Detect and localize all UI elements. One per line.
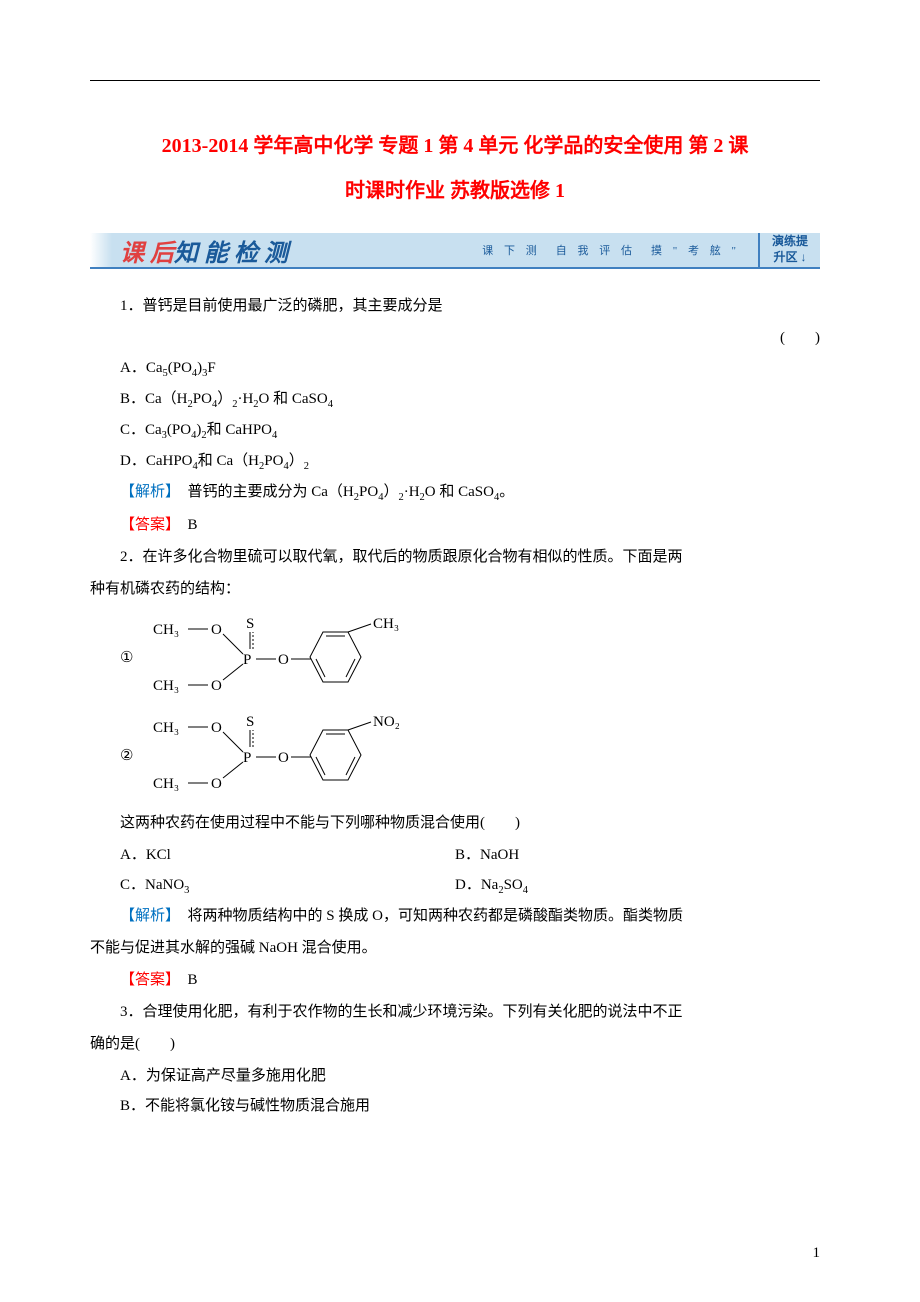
q2-optA: A．KCl: [90, 840, 455, 870]
q3-stem-line2: 确的是( ): [90, 1029, 820, 1059]
svg-text:CH₃: CH₃: [153, 622, 179, 638]
q2-optD: D．Na2SO4: [455, 870, 820, 901]
q1-answer: 【答案】 B: [90, 510, 820, 540]
banner-title-blue: 知 能 检 测: [174, 241, 288, 267]
q2-options-row1: A．KCl B．NaOH: [90, 840, 820, 870]
svg-text:CH₃: CH₃: [153, 776, 179, 792]
svg-text:O: O: [211, 720, 222, 736]
sub-title: 时课时作业 苏教版选修 1: [90, 174, 820, 203]
q3-stem-line1: 3．合理使用化肥，有利于农作物的生长和减少环境污染。下列有关化肥的说法中不正: [90, 997, 820, 1027]
banner-subtitle: 课 下 测 自 我 评 估 摸 " 考 舷 ": [482, 242, 740, 258]
svg-text:S: S: [246, 616, 254, 632]
banner-title: 课 后知 能 检 测: [90, 233, 288, 268]
svg-text:CH₃: CH₃: [153, 720, 179, 736]
chem-structure-1-svg: CH₃ O CH₃ O P S O CH₃: [153, 612, 433, 702]
banner-title-red: 课 后: [120, 241, 174, 267]
q1-optD: D．CaHPO4和 Ca（H2PO4）2: [90, 446, 820, 477]
svg-text:O: O: [211, 678, 222, 694]
svg-text:O: O: [211, 776, 222, 792]
page-number: 1: [813, 1245, 821, 1262]
circled-2: ②: [120, 746, 133, 765]
q2-options-row2: C．NaNO3 D．Na2SO4: [90, 870, 820, 901]
banner-right-line2: 升区 ↓: [773, 250, 806, 266]
banner-right-line1: 演练提: [772, 234, 808, 250]
analysis-label: 【解析】: [120, 908, 173, 924]
svg-text:P: P: [243, 652, 251, 668]
svg-text:O: O: [278, 652, 289, 668]
chem-structure-2-svg: CH₃ O CH₃ O P S O NO₂: [153, 710, 433, 800]
q2-optC: C．NaNO3: [90, 870, 455, 901]
svg-text:O: O: [278, 750, 289, 766]
q2-analysis: 【解析】 将两种物质结构中的 S 换成 O，可知两种农药都是磷酸酯类物质。酯类物…: [90, 901, 820, 931]
svg-text:CH₃: CH₃: [153, 678, 179, 694]
q2-answer-text: B: [173, 972, 198, 988]
page-container: 2013-2014 学年高中化学 专题 1 第 4 单元 化学品的安全使用 第 …: [0, 0, 920, 1302]
banner-main: 课 后知 能 检 测 课 下 测 自 我 评 估 摸 " 考 舷 ": [90, 233, 820, 269]
answer-label: 【答案】: [120, 517, 173, 533]
q2-structure-2: ② CH₃ O CH₃ O P S O NO₂: [120, 710, 820, 800]
q1-paren: ( ): [90, 323, 820, 353]
q1-analysis: 【解析】 普钙的主要成分为 Ca（H2PO4）2·H2O 和 CaSO4。: [90, 477, 820, 508]
circled-1: ①: [120, 648, 133, 667]
q2-stem-line2: 种有机磷农药的结构：: [90, 574, 820, 604]
q1-optB: B．Ca（H2PO4）2·H2O 和 CaSO4: [90, 384, 820, 415]
svg-text:NO₂: NO₂: [373, 714, 400, 730]
q3-optA: A．为保证高产尽量多施用化肥: [90, 1061, 820, 1091]
q2-answer: 【答案】 B: [90, 965, 820, 995]
svg-text:P: P: [243, 750, 251, 766]
q1-optA: A．Ca5(PO4)3F: [90, 353, 820, 384]
main-title: 2013-2014 学年高中化学 专题 1 第 4 单元 化学品的安全使用 第 …: [90, 126, 820, 166]
answer-label: 【答案】: [120, 972, 173, 988]
q2-optB: B．NaOH: [455, 840, 820, 870]
q1-answer-text: B: [173, 517, 198, 533]
q2-structure-1: ① CH₃ O CH₃ O P S O CH₃: [120, 612, 820, 702]
q1-stem: 1．普钙是目前使用最广泛的磷肥，其主要成分是: [90, 291, 820, 321]
svg-text:CH₃: CH₃: [373, 616, 399, 632]
q2-analysis-line2: 不能与促进其水解的强碱 NaOH 混合使用。: [90, 933, 820, 963]
banner-right-box: 演练提 升区 ↓: [758, 233, 820, 269]
section-banner: 课 后知 能 检 测 课 下 测 自 我 评 估 摸 " 考 舷 " 演练提 升…: [90, 233, 820, 273]
q2-stem-line1: 2．在许多化合物里硫可以取代氧，取代后的物质跟原化合物有相似的性质。下面是两: [90, 542, 820, 572]
svg-text:O: O: [211, 622, 222, 638]
top-divider: [90, 80, 820, 81]
q1-optC: C．Ca3(PO4)2和 CaHPO4: [90, 415, 820, 446]
q2-stem2: 这两种农药在使用过程中不能与下列哪种物质混合使用( ): [90, 808, 820, 838]
analysis-label: 【解析】: [120, 484, 173, 500]
svg-text:S: S: [246, 714, 254, 730]
q3-optB: B．不能将氯化铵与碱性物质混合施用: [90, 1091, 820, 1121]
